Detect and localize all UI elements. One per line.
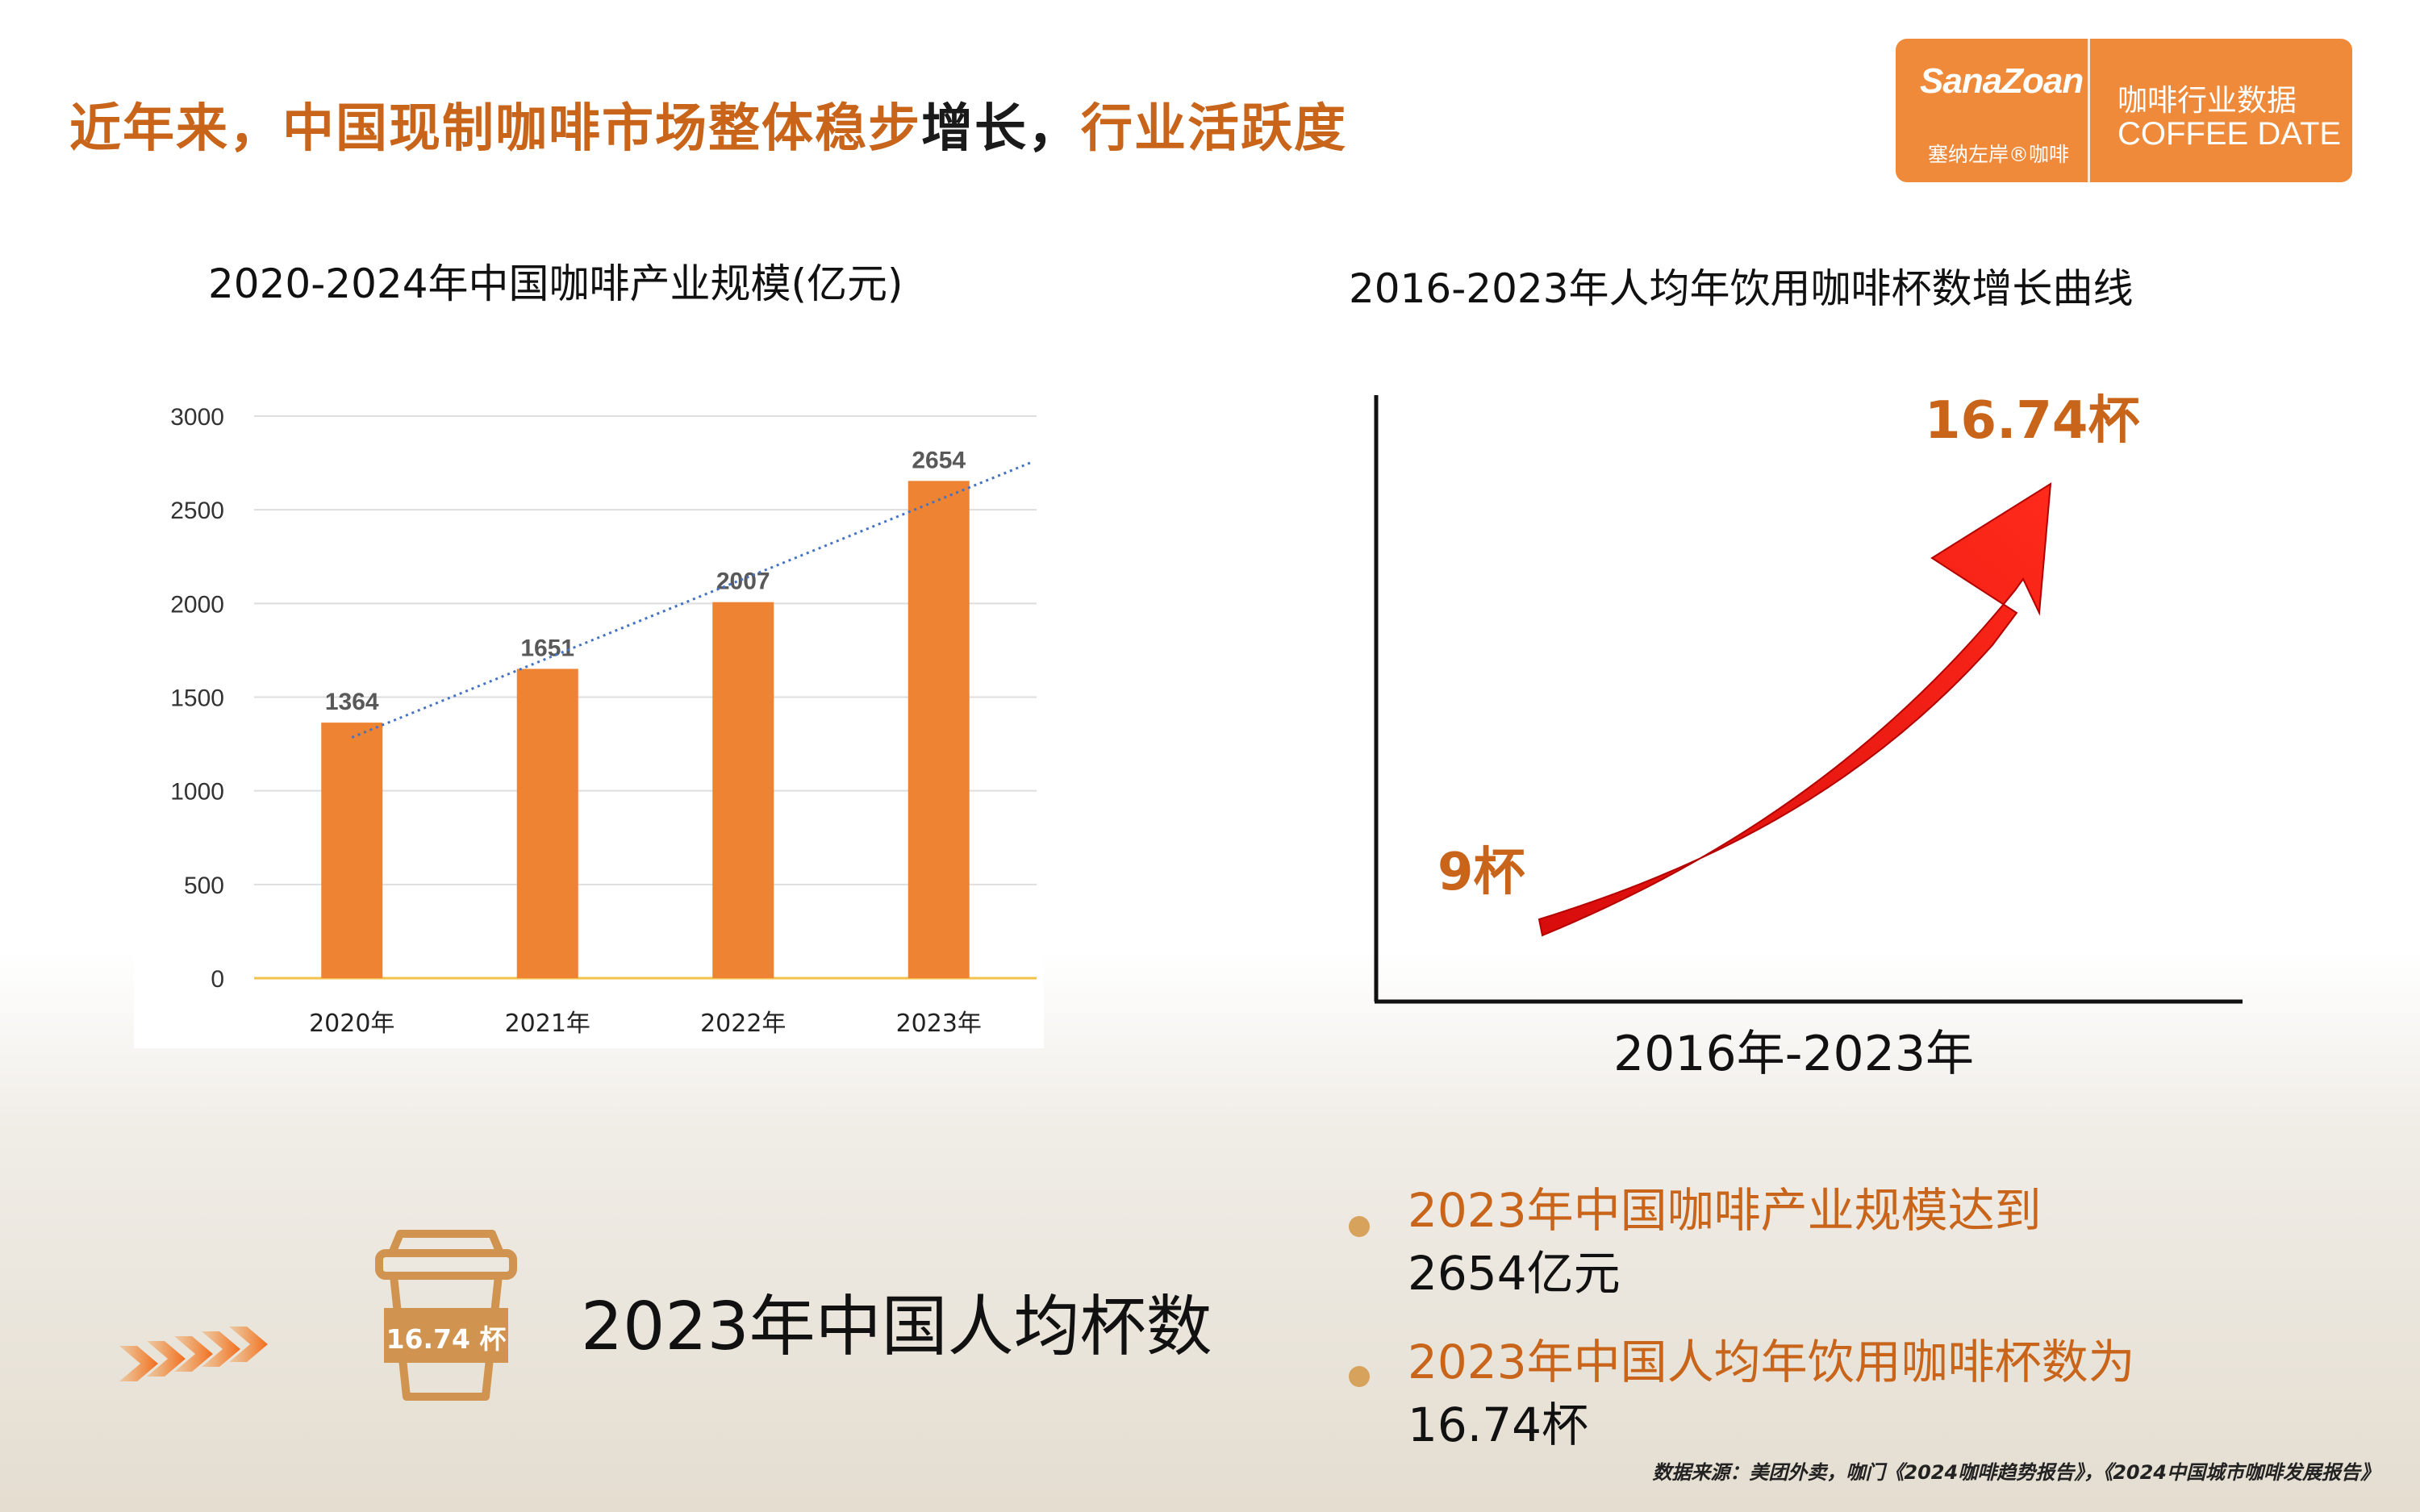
y-tick-label: 1000: [170, 779, 224, 806]
arrow-start-label: 9杯: [1437, 843, 1525, 902]
bar-chart: 0 500 1000 1500 2000 2500 3000 1364 2020年 1651 202…: [134, 379, 1044, 1048]
bar: [908, 481, 970, 978]
coffee-cup-icon: 16.74 杯: [369, 1224, 523, 1403]
chevron-arrows-icon: [119, 1327, 268, 1381]
bar: [516, 669, 578, 978]
bar-value-label: 2654: [912, 447, 966, 473]
x-tick-label: 2020年: [309, 1010, 394, 1038]
logo-category-en: COFFEE DATE: [2118, 116, 2342, 152]
y-tick-label: 500: [184, 873, 224, 899]
headline-part2: 增长，: [921, 99, 1081, 159]
x-tick-label: 2023年: [896, 1010, 982, 1038]
y-tick-label: 0: [211, 966, 224, 993]
x-tick-label: 2022年: [700, 1010, 786, 1038]
logo-brand-name: SanaZoan: [1920, 61, 2084, 101]
logo-divider: [2088, 39, 2090, 182]
arrow-chart-x-label: 2016年-2023年: [1613, 1026, 1975, 1082]
bullet-dot: [1349, 1366, 1370, 1387]
bar: [321, 723, 383, 978]
bar: [712, 602, 774, 978]
arrow-chart-title: 2016-2023年人均年饮用咖啡杯数增长曲线: [1349, 265, 2134, 312]
y-tick-label: 3000: [170, 404, 224, 431]
headline-part3: 行业活跃度: [1081, 99, 1347, 159]
bar-chart-background: [134, 379, 1044, 1048]
logo-brand-cn: 塞纳左岸®咖啡: [1928, 143, 2070, 166]
bar-value-label: 1651: [520, 635, 574, 661]
page-headline: 近年来，中国现制咖啡市场整体稳步增长，行业活跃度: [69, 87, 1347, 161]
y-tick-label: 2000: [170, 591, 224, 618]
bullet-1-value: 2654亿元: [1408, 1246, 1621, 1301]
y-tick-label: 2500: [170, 498, 224, 524]
growth-arrow: [1538, 482, 2052, 937]
y-tick-label: 1500: [170, 685, 224, 712]
cup-badge: 16.74 杯: [386, 1323, 507, 1355]
data-source-note: 数据来源：美团外卖，咖门《2024咖啡趋势报告》，《2024中国城市咖啡发展报告…: [1652, 1461, 2380, 1484]
bar-chart-title: 2020-2024年中国咖啡产业规模(亿元): [208, 260, 903, 307]
bullet-2-value: 16.74杯: [1408, 1397, 1589, 1452]
logo-category: 咖啡行业数据: [2118, 83, 2297, 118]
bar-value-label: 2007: [716, 569, 770, 595]
growth-arrow-chart: [1374, 395, 2243, 1004]
arrow-end-label: 16.74杯: [1925, 391, 2140, 451]
bullet-dot: [1349, 1216, 1370, 1237]
bullet-1-title: 2023年中国咖啡产业规模达到: [1408, 1183, 2042, 1238]
x-tick-label: 2021年: [505, 1010, 590, 1038]
bar-value-label: 1364: [325, 689, 379, 715]
headline-part1: 近年来，中国现制咖啡市场整体稳步: [69, 99, 921, 159]
brand-logo: SanaZoan 塞纳左岸®咖啡 咖啡行业数据 COFFEE DATE: [1896, 39, 2352, 182]
bullet-2-title: 2023年中国人均年饮用咖啡杯数为: [1408, 1335, 2135, 1389]
cup-stat-label: 2023年中国人均杯数: [581, 1289, 1212, 1365]
